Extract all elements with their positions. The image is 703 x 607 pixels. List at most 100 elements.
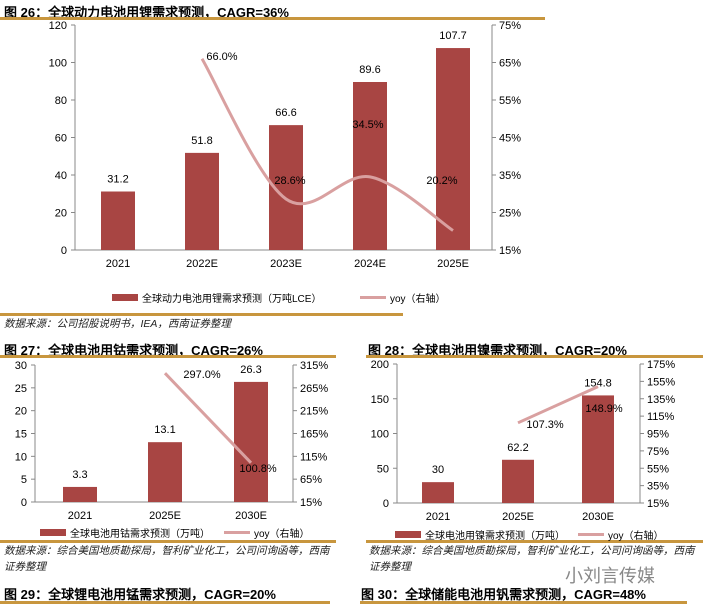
x-tick-label: 2025E	[149, 510, 181, 522]
y-tick-label: 10	[15, 451, 27, 463]
legend-line-swatch	[578, 533, 604, 536]
legend-line-label: yoy（右轴）	[608, 529, 664, 542]
watermark: 小刘言传媒	[565, 566, 655, 586]
yoy-line	[200, 57, 454, 232]
figure-30-rule	[360, 601, 687, 604]
bar-data-label: 107.7	[439, 30, 467, 42]
x-tick-label: 2030E	[235, 510, 267, 522]
y2-tick-label: 155%	[647, 376, 675, 388]
bar	[353, 82, 387, 250]
bar	[582, 395, 614, 503]
y-tick-label: 200	[371, 359, 389, 371]
figure-29-rule	[0, 601, 330, 604]
y2-tick-label: 15%	[300, 497, 322, 509]
yoy-data-label: 28.6%	[274, 175, 305, 187]
figure-27-title: 图 27：全球电池用钴需求预测，CAGR=26%	[4, 343, 263, 358]
y-tick-label: 25	[15, 383, 27, 395]
y2-tick-label: 45%	[499, 133, 521, 145]
yoy-data-label: 297.0%	[183, 369, 221, 381]
figure-28-title: 图 28：全球电池用镍需求预测，CAGR=20%	[368, 343, 627, 358]
y2-tick-label: 35%	[647, 481, 669, 493]
bar-data-label: 154.8	[584, 377, 612, 389]
bar-data-label: 30	[432, 464, 444, 476]
x-tick-label: 2023E	[270, 258, 302, 270]
legend-line-swatch	[224, 531, 250, 534]
legend-bar-swatch	[395, 531, 421, 538]
y-tick-label: 100	[371, 429, 389, 441]
x-tick-label: 2021	[106, 258, 130, 270]
y-tick-label: 60	[55, 133, 67, 145]
y-tick-label: 150	[371, 394, 389, 406]
bar	[101, 191, 135, 250]
y-tick-label: 50	[377, 463, 389, 475]
figure-27-source-rule	[0, 540, 336, 543]
bar-data-label: 66.6	[275, 107, 296, 119]
figure-29-title: 图 29：全球锂电池用锰需求预测，CAGR=20%	[4, 587, 276, 602]
bar	[234, 381, 268, 502]
figure-27-source: 数据来源：综合美国地质勘探局，智利矿业化工，公司问询函等，西南证券整理	[4, 545, 330, 573]
y-tick-label: 40	[55, 170, 67, 182]
bar-data-label: 62.2	[507, 442, 528, 454]
yoy-data-label: 20.2%	[426, 175, 457, 187]
legend-line-swatch	[360, 296, 386, 299]
figure-26-rule	[0, 17, 545, 20]
bar-data-label: 3.3	[72, 469, 87, 481]
legend-line-label: yoy（右轴）	[254, 527, 310, 540]
yoy-data-label: 66.0%	[206, 51, 237, 63]
yoy-data-label: 107.3%	[526, 419, 564, 431]
bar-data-label: 51.8	[191, 135, 212, 147]
y2-tick-label: 65%	[300, 474, 322, 486]
bar	[422, 482, 454, 503]
yoy-data-label: 100.8%	[239, 463, 277, 475]
y-tick-label: 20	[15, 406, 27, 418]
legend-bar-label: 全球电池用钴需求预测（万吨）	[70, 527, 210, 540]
y2-tick-label: 165%	[300, 429, 328, 441]
figure-28-rule	[366, 355, 703, 358]
bar	[502, 459, 534, 503]
bar	[63, 486, 97, 502]
figure-28-source-rule	[366, 540, 703, 543]
y2-tick-label: 135%	[647, 394, 675, 406]
figure-26-source-rule	[0, 313, 403, 316]
yoy-data-label: 34.5%	[352, 119, 383, 131]
legend-line-label: yoy（右轴）	[390, 292, 446, 305]
y2-tick-label: 55%	[499, 95, 521, 107]
figure-30-title: 图 30：全球储能电池用钒需求预测，CAGR=48%	[361, 587, 646, 602]
y-tick-label: 120	[49, 20, 67, 32]
bar-data-label: 13.1	[154, 424, 175, 436]
x-tick-label: 2024E	[354, 258, 386, 270]
x-tick-label: 2025E	[502, 511, 534, 523]
x-tick-label: 2025E	[437, 258, 469, 270]
y2-tick-label: 25%	[499, 208, 521, 220]
y-tick-label: 30	[15, 360, 27, 372]
figure-26-source: 数据来源：公司招股说明书，IEA，西南证券整理	[4, 318, 231, 330]
y2-tick-label: 95%	[647, 429, 669, 441]
y-tick-label: 15	[15, 429, 27, 441]
y2-tick-label: 65%	[499, 58, 521, 70]
x-tick-label: 2021	[68, 510, 92, 522]
y2-tick-label: 75%	[647, 446, 669, 458]
yoy-line	[163, 372, 253, 464]
y2-tick-label: 315%	[300, 360, 328, 372]
bar	[185, 152, 219, 250]
y2-tick-label: 265%	[300, 383, 328, 395]
legend-bar-label: 全球动力电池用锂需求预测（万吨LCE）	[142, 292, 321, 305]
bar	[436, 48, 470, 250]
y-tick-label: 0	[21, 497, 27, 509]
figure-26-title: 图 26：全球动力电池用锂需求预测，CAGR=36%	[4, 5, 289, 20]
legend-bar-swatch	[40, 529, 66, 536]
bar-data-label: 89.6	[359, 64, 380, 76]
bar-data-label: 31.2	[107, 174, 128, 186]
y-tick-label: 0	[61, 245, 67, 257]
yoy-data-label: 148.9%	[585, 403, 623, 415]
bar-data-label: 26.3	[240, 364, 261, 376]
y-tick-label: 100	[49, 58, 67, 70]
y2-tick-label: 55%	[647, 463, 669, 475]
x-tick-label: 2021	[426, 511, 450, 523]
figure-27-rule	[0, 355, 336, 358]
x-tick-label: 2030E	[582, 511, 614, 523]
y2-tick-label: 75%	[499, 20, 521, 32]
y2-tick-label: 215%	[300, 406, 328, 418]
